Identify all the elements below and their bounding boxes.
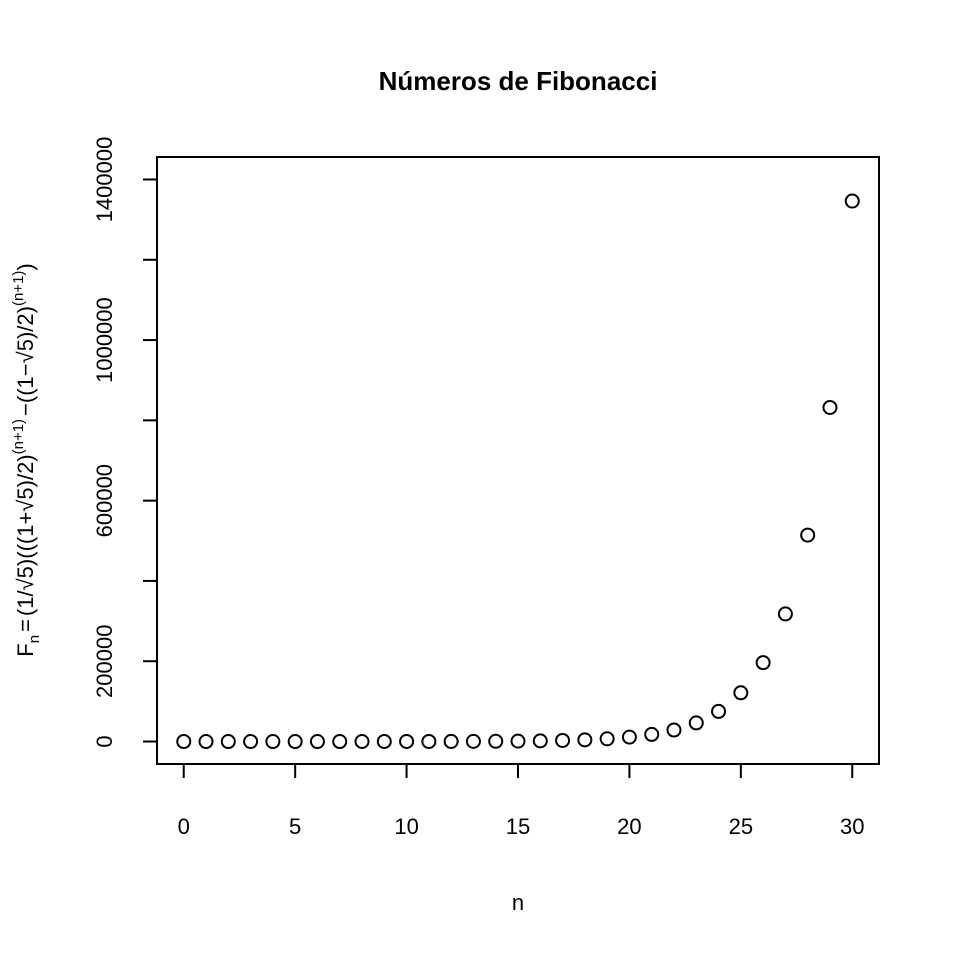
data-point bbox=[644, 726, 660, 742]
ylabel-f: F bbox=[13, 643, 38, 656]
y-tick-label: 1000000 bbox=[92, 297, 117, 383]
data-point bbox=[376, 733, 392, 749]
data-point bbox=[777, 606, 793, 622]
data-point bbox=[822, 399, 838, 415]
data-point bbox=[443, 733, 459, 749]
ylabel-p6: ) bbox=[13, 263, 38, 270]
x-axis-label: n bbox=[512, 890, 524, 915]
ylabel-sub-n: n bbox=[26, 635, 43, 643]
x-tick-label: 5 bbox=[289, 814, 301, 839]
ylabel-p2: )(((1+ bbox=[13, 512, 38, 566]
data-point bbox=[599, 731, 615, 747]
y-tick-label: 1400000 bbox=[92, 137, 117, 223]
data-point bbox=[555, 732, 571, 748]
data-point bbox=[666, 722, 682, 738]
data-point bbox=[421, 733, 437, 749]
data-point bbox=[332, 734, 348, 750]
data-point bbox=[399, 733, 415, 749]
ylabel-exp2: (n+1) bbox=[10, 271, 27, 306]
y-axis: 0 200000 600000 1000000 1400000 bbox=[92, 137, 158, 748]
data-points bbox=[176, 193, 860, 750]
ylabel-minus: − bbox=[13, 403, 38, 416]
x-tick-label: 25 bbox=[729, 814, 753, 839]
data-point bbox=[465, 733, 481, 749]
data-point bbox=[510, 733, 526, 749]
ylabel-p1: (1/ bbox=[13, 590, 38, 617]
data-point bbox=[688, 715, 704, 731]
data-point bbox=[844, 193, 860, 209]
x-tick-label: 30 bbox=[840, 814, 864, 839]
ylabel-exp1: (n+1) bbox=[10, 419, 27, 454]
data-point bbox=[711, 703, 727, 719]
data-point bbox=[488, 733, 504, 749]
x-tick-label: 10 bbox=[394, 814, 418, 839]
data-point bbox=[621, 729, 637, 745]
x-tick-label: 20 bbox=[617, 814, 641, 839]
y-tick-label: 200000 bbox=[92, 625, 117, 698]
data-point bbox=[577, 732, 593, 748]
data-point bbox=[176, 734, 192, 750]
data-point bbox=[309, 734, 325, 750]
data-point bbox=[287, 734, 303, 750]
y-tick-label: 0 bbox=[92, 735, 117, 747]
data-point bbox=[198, 734, 214, 750]
x-tick-label: 15 bbox=[506, 814, 530, 839]
y-tick-label: 600000 bbox=[92, 464, 117, 537]
ylabel-p4: ((1− bbox=[13, 363, 38, 403]
ylabel-sqrt3: √5 bbox=[13, 339, 38, 363]
data-point bbox=[733, 685, 749, 701]
ylabel-eq: = bbox=[13, 619, 38, 632]
ylabel-p5: )/2) bbox=[13, 306, 38, 339]
data-point bbox=[755, 655, 771, 671]
chart-title: Números de Fibonacci bbox=[379, 66, 658, 96]
data-point bbox=[354, 734, 370, 750]
data-point bbox=[800, 527, 816, 543]
data-point bbox=[220, 734, 236, 750]
data-point bbox=[243, 734, 259, 750]
x-axis: 0 5 10 15 20 25 30 bbox=[178, 763, 865, 839]
plot-frame bbox=[156, 156, 880, 765]
ylabel-p3: )/2) bbox=[13, 454, 38, 487]
y-axis-label: Fn=(1/√5)(((1+√5)/2)(n+1)−((1−√5)/2)(n+1… bbox=[10, 263, 43, 656]
x-tick-label: 0 bbox=[178, 814, 190, 839]
ylabel-sqrt1: √5 bbox=[13, 566, 38, 590]
data-point bbox=[532, 733, 548, 749]
data-point bbox=[265, 734, 281, 750]
ylabel-sqrt2: √5 bbox=[13, 487, 38, 511]
